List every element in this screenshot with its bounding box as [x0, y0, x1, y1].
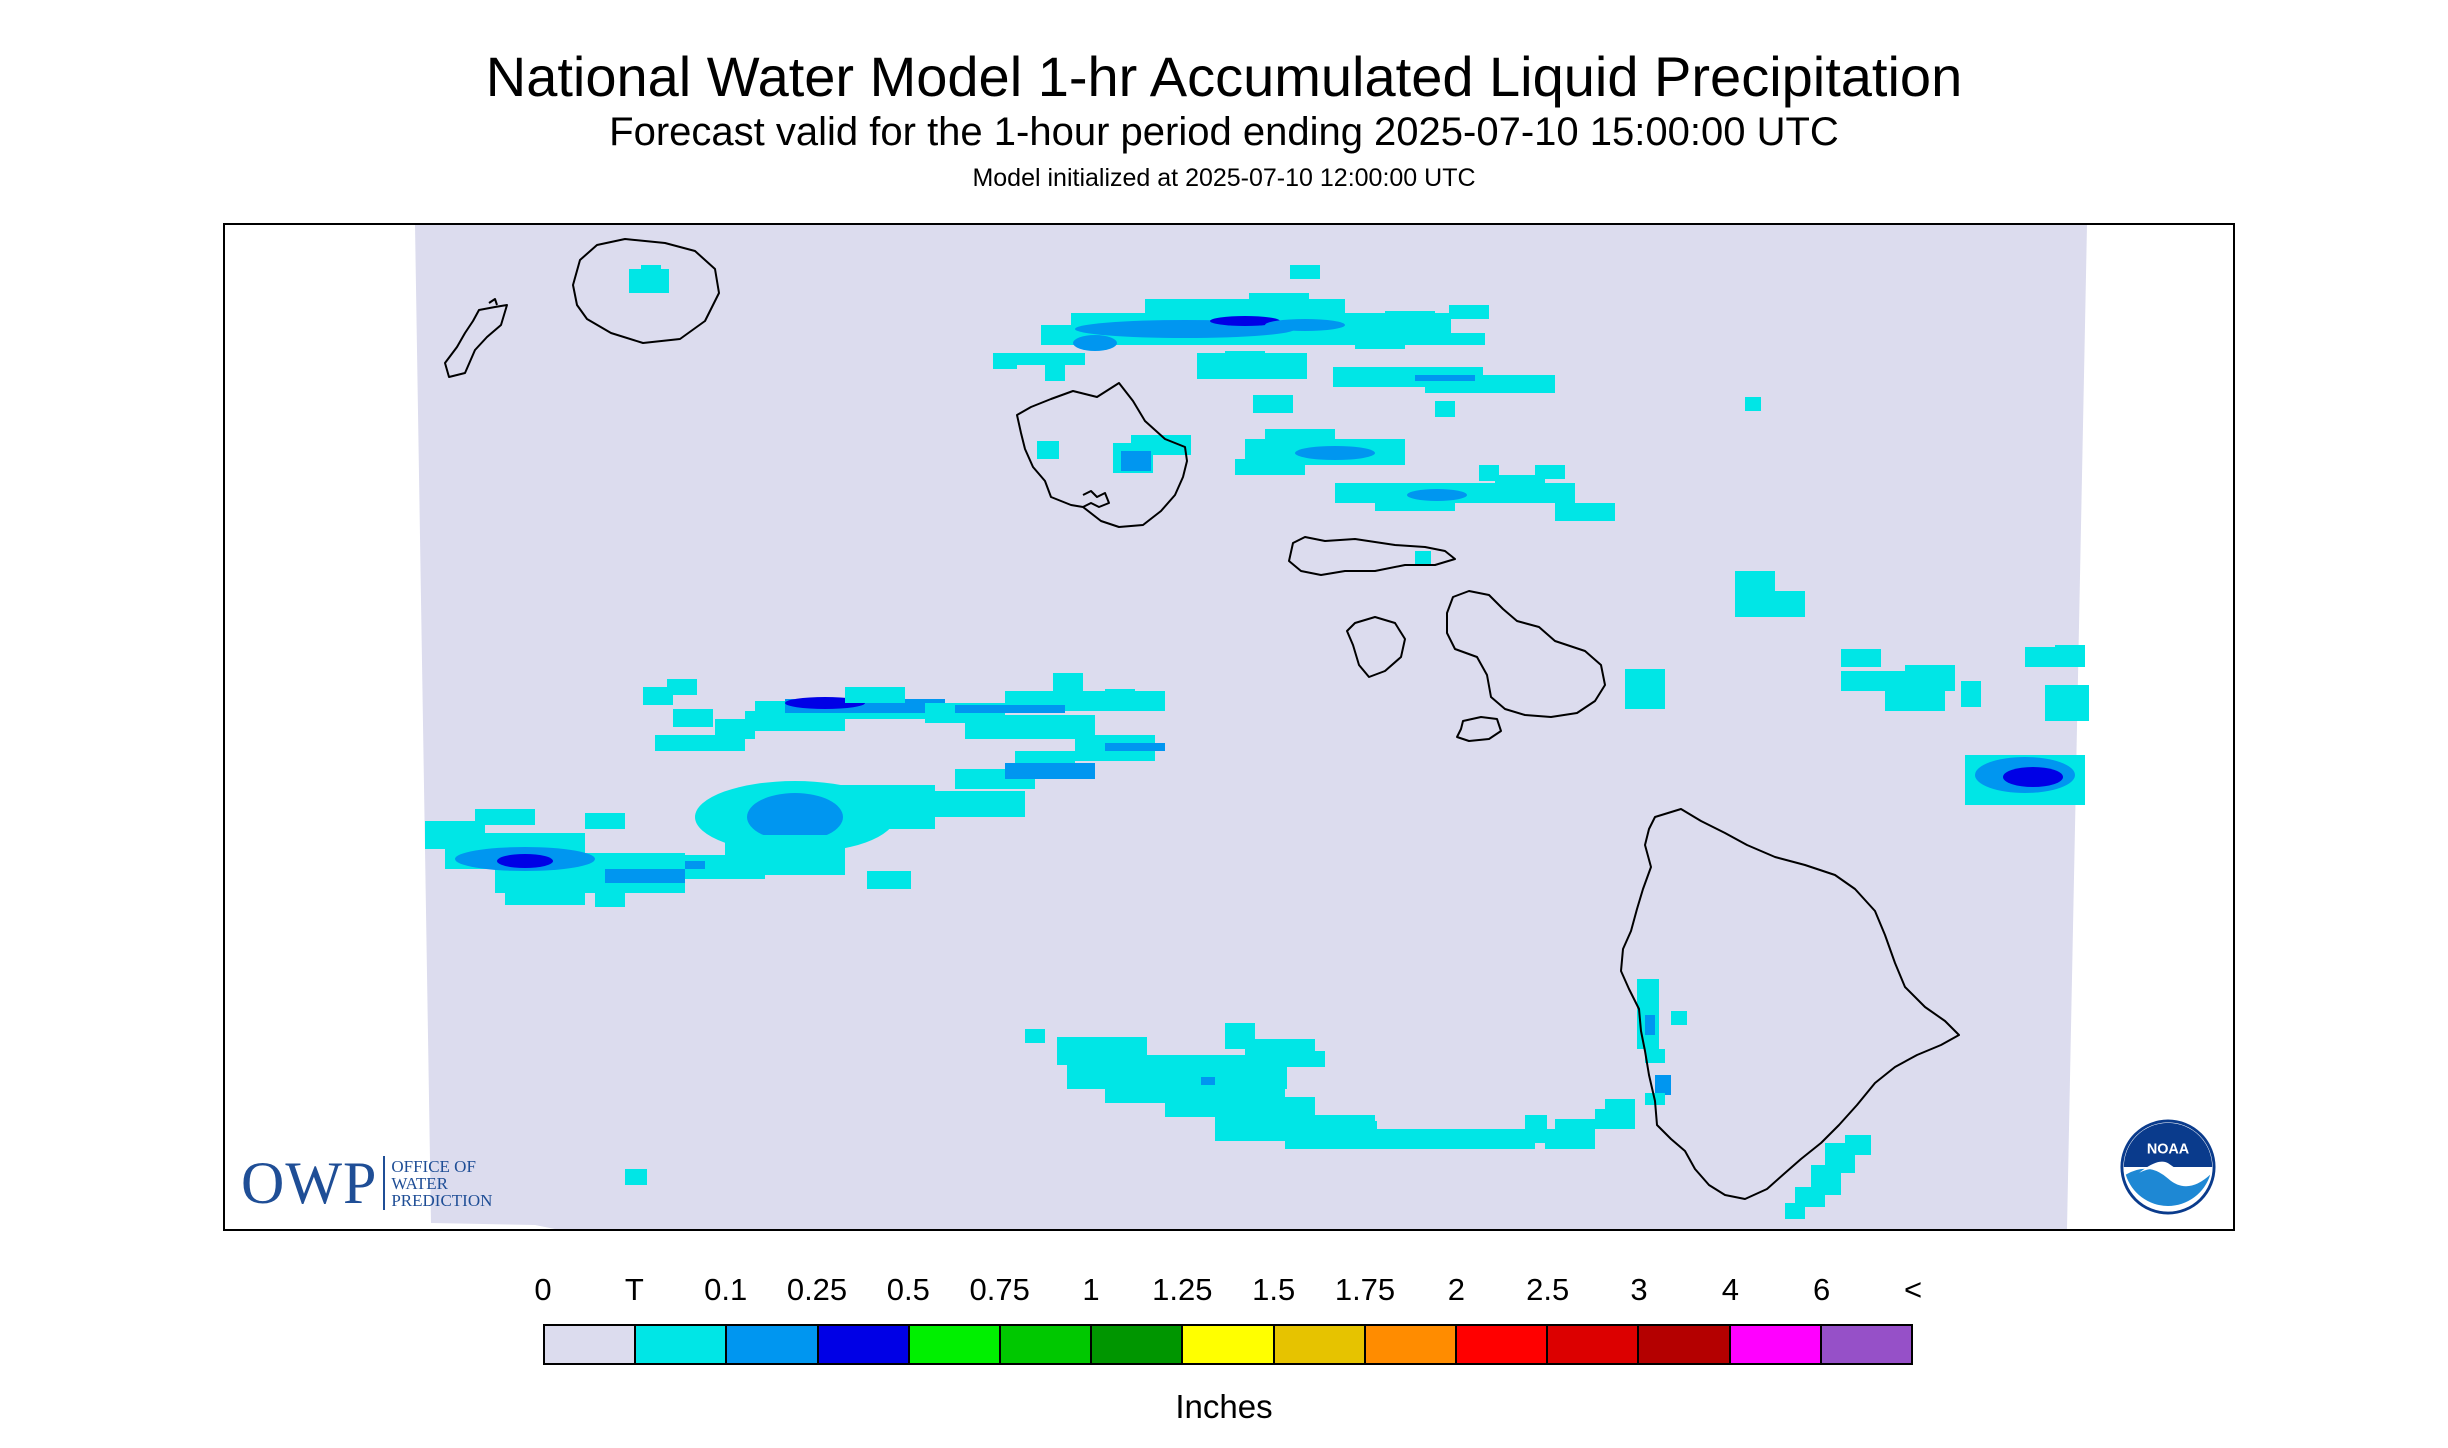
legend-swatch	[545, 1326, 637, 1363]
legend-tick-label: 3	[1630, 1272, 1648, 1307]
legend-tick-label: 0	[534, 1272, 552, 1307]
legend-swatch	[1457, 1326, 1549, 1363]
legend-swatch	[1274, 1326, 1366, 1363]
legend-swatch	[818, 1326, 910, 1363]
legend-tick-label: <	[1903, 1272, 1923, 1307]
legend-tick-label: 4	[1721, 1272, 1739, 1307]
noaa-logo-text: NOAA	[2147, 1142, 2190, 1158]
legend-tick-label: 0.75	[969, 1272, 1030, 1307]
owp-logo-line2: WATER	[391, 1173, 449, 1193]
legend-swatch	[727, 1326, 819, 1363]
coastline-kauai	[572, 238, 720, 344]
coastline-niihau	[444, 304, 508, 378]
coastline-oahu	[1016, 382, 1188, 528]
legend-tick-label: 6	[1813, 1272, 1831, 1307]
map-title: National Water Model 1-hr Accumulated Li…	[485, 45, 1963, 108]
legend-tick-label: 0.5	[886, 1272, 930, 1307]
coastlines	[444, 238, 1960, 1200]
legend-swatch	[1092, 1326, 1184, 1363]
legend-swatch	[1730, 1326, 1822, 1363]
legend-swatch	[1183, 1326, 1275, 1363]
legend-tick-label: 0.1	[704, 1272, 748, 1307]
owp-logo-line1: OFFICE OF	[391, 1156, 476, 1176]
owp-logo-line3: PREDICTION	[391, 1190, 493, 1210]
legend-swatch	[909, 1326, 1002, 1363]
legend-swatch	[1639, 1326, 1731, 1363]
coastline-molokai	[1288, 536, 1456, 576]
legend-tick-label: 2	[1447, 1272, 1465, 1307]
owp-logo-divider	[383, 1156, 386, 1210]
map-panel: OWP OFFICE OF WATER PREDICTION NOAA	[223, 223, 2235, 1231]
owp-logo: OWP OFFICE OF WATER PREDICTION	[241, 1150, 492, 1216]
legend-swatch	[636, 1326, 728, 1363]
legend-tick-label: 1.75	[1334, 1272, 1396, 1307]
coastline-hawaii-big-island	[1620, 808, 1960, 1200]
legend-tick-label: 0.25	[786, 1272, 848, 1307]
precipitation-field	[425, 265, 2089, 1219]
owp-logo-text: OFFICE OF WATER PREDICTION	[391, 1158, 492, 1209]
legend-swatch	[1821, 1326, 1912, 1363]
legend-color-bar	[543, 1324, 1913, 1365]
model-domain-area	[415, 225, 2087, 1229]
coastline-lanai	[1346, 616, 1406, 678]
forecast-valid-subtitle: Forecast valid for the 1-hour period end…	[609, 110, 1839, 154]
legend-swatch	[1001, 1326, 1093, 1363]
legend-tick-label: 1	[1082, 1272, 1100, 1307]
legend-tick-label: 2.5	[1526, 1272, 1570, 1307]
coastline-pearl-harbor	[1082, 490, 1110, 508]
coastline-maui	[1446, 590, 1606, 718]
precip-band-north-oahu	[993, 265, 1761, 417]
legend-tick-labels: 0 T 0.1 0.25 0.5 0.75 1 1.25 1.5 1.75 2 2.5 3 4 6 <	[534, 1272, 1922, 1312]
legend-swatch	[1548, 1326, 1640, 1363]
legend-unit-label: Inches	[1175, 1388, 1273, 1425]
coastline-kahoolawe	[1456, 716, 1502, 742]
legend-tick-label: 1.5	[1252, 1272, 1296, 1307]
owp-logo-letters: OWP	[241, 1149, 378, 1216]
legend-tick-label: 1.25	[1152, 1272, 1213, 1307]
model-init-subtitle: Model initialized at 2025-07-10 12:00:00…	[972, 164, 1476, 192]
precip-band-south	[625, 265, 1871, 1219]
precipitation-map	[415, 225, 2089, 1229]
legend-swatch	[1365, 1326, 1458, 1363]
precip-band-oahu	[1037, 429, 1615, 565]
coastline-lehua	[488, 298, 498, 306]
legend-tick-label: T	[624, 1272, 644, 1307]
precip-band-west	[425, 673, 1165, 907]
precip-band-east	[1625, 571, 2089, 805]
noaa-logo-icon: NOAA	[2120, 1119, 2216, 1215]
